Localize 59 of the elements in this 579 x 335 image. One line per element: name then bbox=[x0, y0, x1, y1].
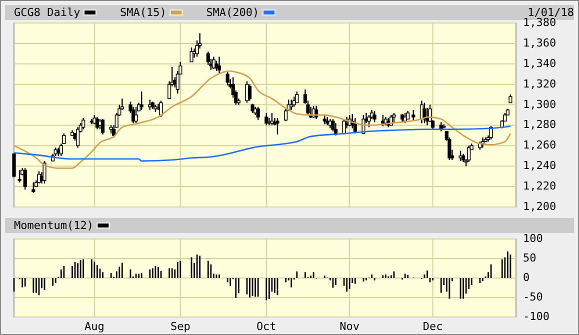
candlestick bbox=[270, 112, 274, 126]
candlestick bbox=[206, 51, 210, 66]
candlestick bbox=[264, 112, 268, 126]
candlestick bbox=[226, 71, 230, 86]
candlestick bbox=[342, 118, 346, 134]
candlestick bbox=[412, 109, 416, 122]
x-tick-label: Nov bbox=[340, 320, 360, 333]
candlestick bbox=[82, 117, 86, 130]
y-tick-label: 1,240 bbox=[523, 159, 556, 172]
candlestick bbox=[18, 170, 22, 184]
y-tick-label: 1,200 bbox=[523, 200, 556, 214]
y-tick-label: 100 bbox=[523, 232, 543, 246]
candlestick bbox=[372, 110, 376, 123]
candlestick bbox=[381, 114, 385, 127]
candlestick bbox=[295, 90, 299, 104]
y-tick-label: 1,300 bbox=[523, 98, 556, 111]
y-tick-label: -50 bbox=[523, 290, 543, 304]
legend-label: SMA(200) bbox=[206, 6, 260, 19]
candlestick bbox=[467, 145, 471, 163]
candlestick bbox=[367, 114, 371, 128]
y-tick-label: 1,360 bbox=[523, 36, 556, 50]
legend-label: GCG8 Daily bbox=[14, 6, 81, 19]
y-tick-label: -100 bbox=[523, 310, 550, 324]
candlestick bbox=[334, 122, 338, 136]
legend-label: SMA(15) bbox=[120, 6, 166, 19]
candlestick bbox=[276, 117, 280, 136]
x-tick-label: Aug bbox=[84, 320, 104, 333]
candlestick bbox=[392, 112, 396, 124]
candlestick bbox=[250, 103, 254, 114]
x-tick-label: Sep bbox=[170, 320, 190, 333]
candlestick bbox=[256, 106, 260, 121]
y-tick-label: 1,260 bbox=[523, 138, 556, 152]
x-tick-label: Oct bbox=[256, 320, 276, 333]
legend-label: Momentum(12) bbox=[14, 219, 94, 232]
candlestick bbox=[159, 100, 163, 118]
candlestick bbox=[32, 182, 36, 194]
candlestick bbox=[23, 168, 27, 190]
y-tick-label: 50 bbox=[523, 252, 536, 265]
text: 1/01/18 bbox=[528, 6, 574, 19]
candlestick bbox=[248, 84, 252, 102]
candlestick bbox=[331, 118, 335, 132]
candlestick bbox=[217, 56, 222, 74]
y-tick-label: 0 bbox=[523, 271, 530, 284]
candlestick bbox=[12, 153, 16, 178]
y-tick-label: 1,220 bbox=[523, 180, 556, 193]
candlestick bbox=[190, 46, 194, 62]
candlestick bbox=[245, 80, 249, 104]
y-tick-label: 1,380 bbox=[523, 16, 556, 30]
y-tick-label: 1,340 bbox=[523, 56, 556, 70]
y-tick-label: 1,280 bbox=[523, 118, 556, 132]
candlestick bbox=[322, 114, 326, 125]
candlestick bbox=[140, 90, 144, 110]
candlestick bbox=[458, 150, 462, 162]
candlestick bbox=[100, 118, 105, 136]
y-tick-label: 1,320 bbox=[523, 77, 556, 90]
candlestick bbox=[76, 126, 80, 148]
x-tick-label: Dec bbox=[422, 320, 443, 333]
candlestick bbox=[134, 106, 138, 124]
candlestick bbox=[214, 60, 218, 72]
